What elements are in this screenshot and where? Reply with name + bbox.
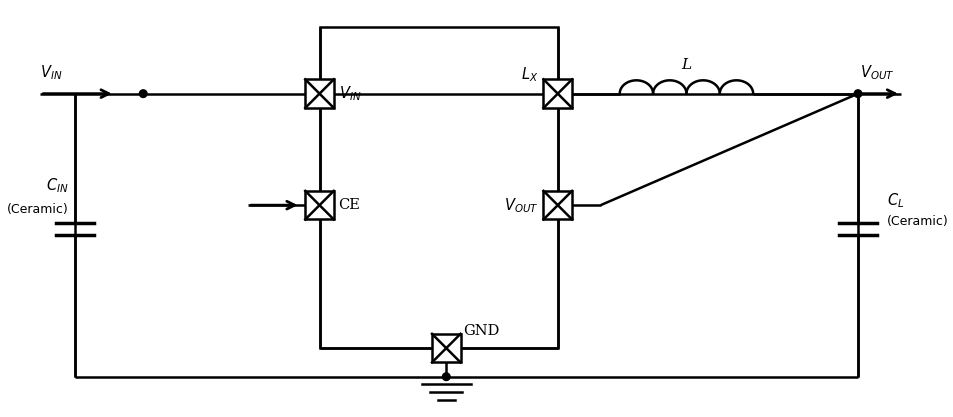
Text: $V_{OUT}$: $V_{OUT}$ — [859, 63, 893, 82]
Bar — [305, 79, 334, 108]
Circle shape — [853, 90, 861, 98]
Text: CE: CE — [338, 198, 360, 212]
Bar — [432, 334, 460, 362]
Circle shape — [139, 90, 147, 98]
Text: $V_{OUT}$: $V_{OUT}$ — [504, 196, 538, 214]
Text: GND: GND — [463, 324, 499, 338]
Text: L: L — [680, 58, 691, 72]
Bar — [319, 27, 558, 348]
Text: $C_L$: $C_L$ — [885, 191, 902, 210]
Text: (Ceramic): (Ceramic) — [885, 215, 947, 228]
Bar — [543, 191, 572, 219]
Circle shape — [442, 373, 450, 381]
Text: (Ceramic): (Ceramic) — [7, 203, 69, 216]
Text: $V_{IN}$: $V_{IN}$ — [40, 63, 63, 82]
Bar — [305, 191, 334, 219]
Bar — [543, 79, 572, 108]
Text: $L_X$: $L_X$ — [521, 65, 538, 84]
Text: $C_{IN}$: $C_{IN}$ — [46, 177, 69, 196]
Text: $V_{IN}$: $V_{IN}$ — [338, 84, 360, 103]
